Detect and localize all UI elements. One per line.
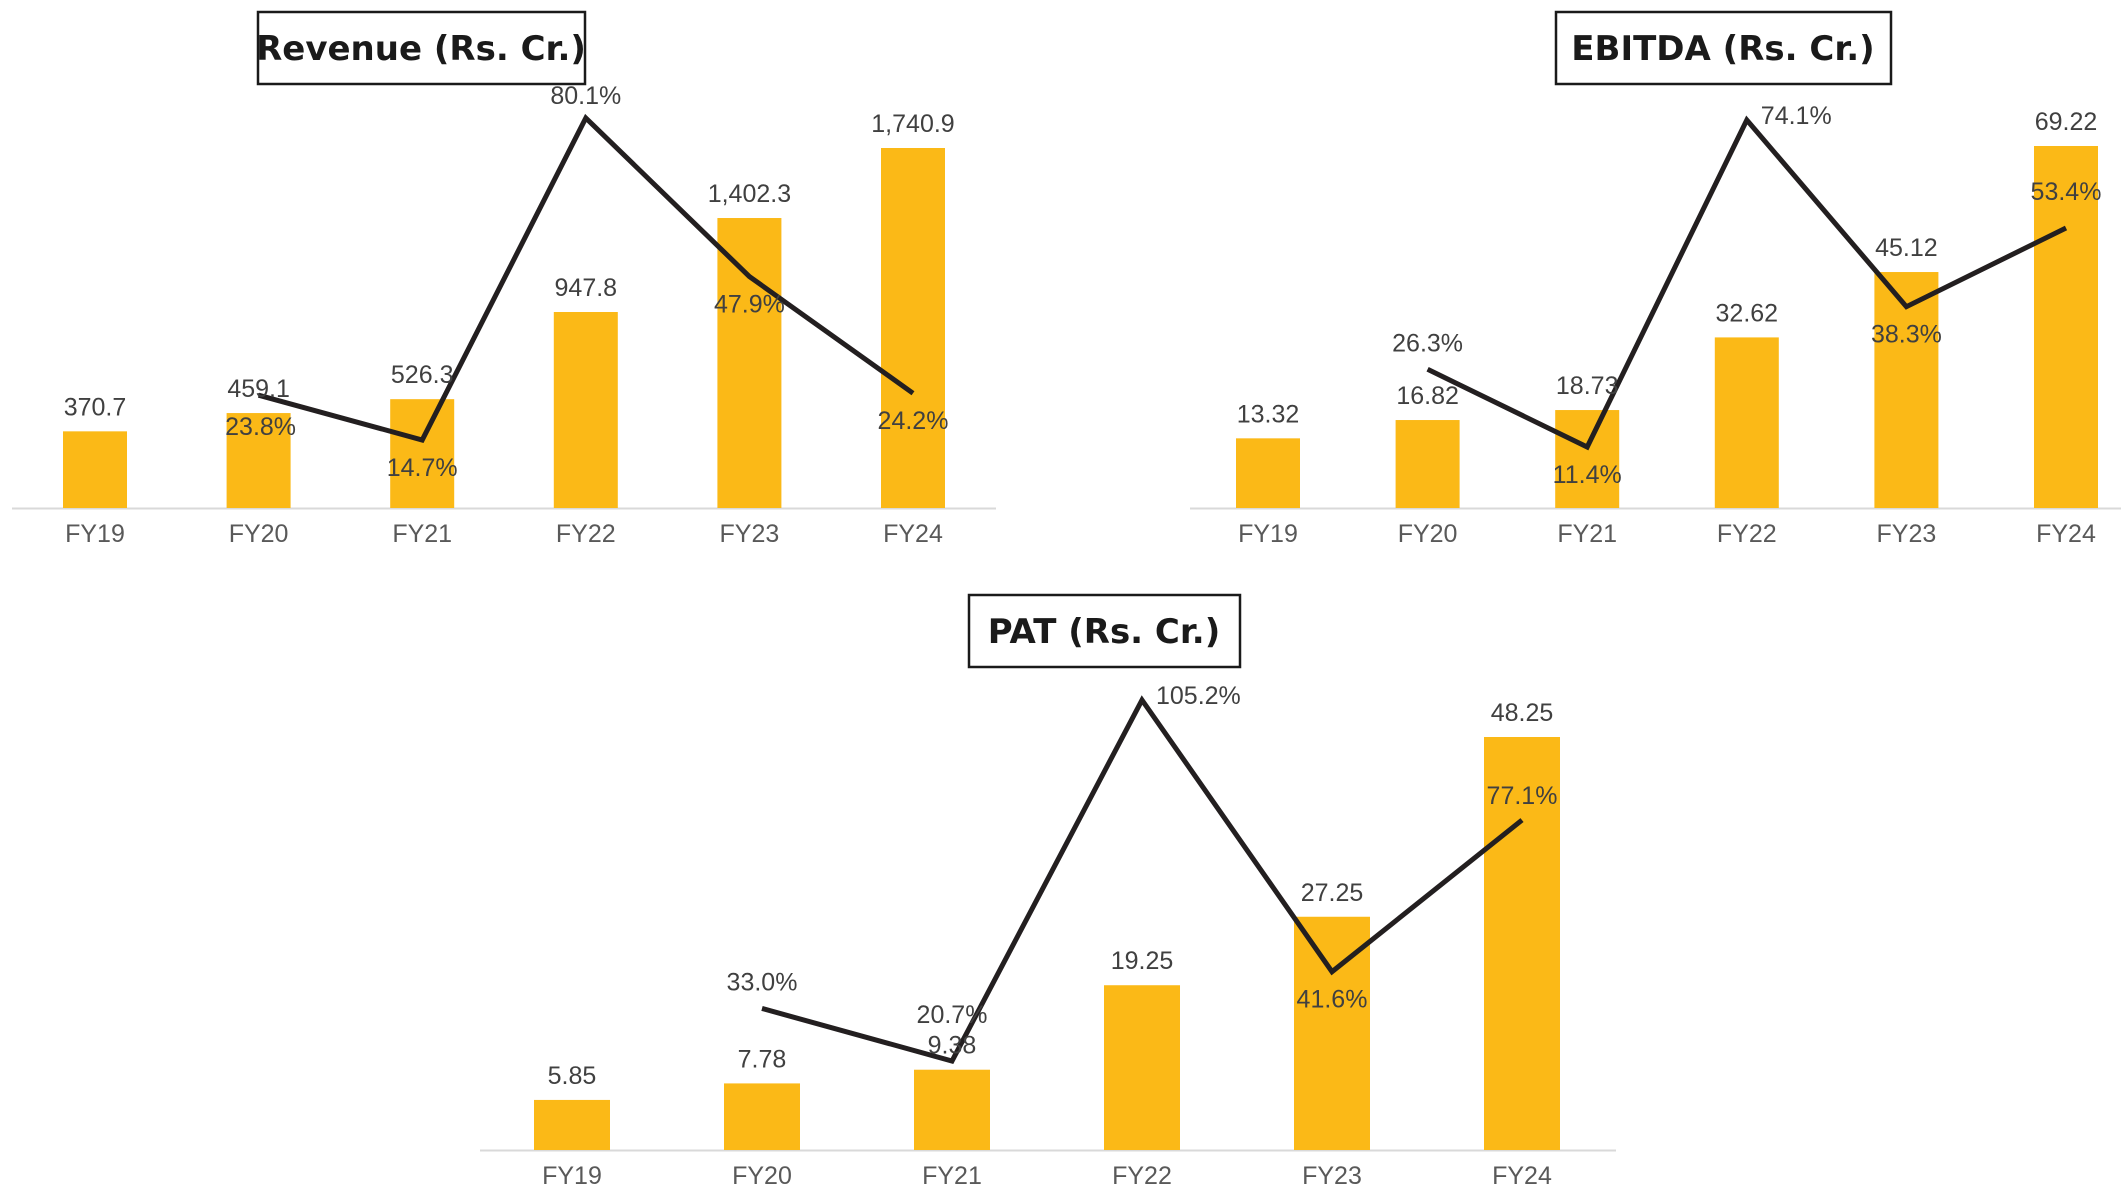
bar-value-label: 7.78 xyxy=(738,1045,787,1073)
bar-fy22 xyxy=(553,312,618,508)
growth-value-label: 11.4% xyxy=(1553,461,1622,489)
revenue-chart: Revenue (Rs. Cr.) 370.7 459.1 526.3 947.8 1,… xyxy=(12,10,996,548)
x-tick-label: FY19 xyxy=(1238,520,1298,548)
growth-value-label: 23.8% xyxy=(225,413,296,441)
growth-value-label: 41.6% xyxy=(1297,986,1368,1014)
x-tick-label: FY19 xyxy=(65,520,125,548)
x-tick-label: FY23 xyxy=(1302,1162,1362,1190)
x-tick-label: FY23 xyxy=(1877,520,1937,548)
bar-fy19 xyxy=(63,431,127,508)
growth-value-label: 80.1% xyxy=(550,82,621,110)
revenue-plot: 370.7 459.1 526.3 947.8 1,402.3 1,740.9 23.8% 1… xyxy=(12,82,996,548)
bar-value-label: 16.82 xyxy=(1396,382,1459,410)
bar-value-label: 5.85 xyxy=(548,1062,597,1090)
x-tick-label: FY21 xyxy=(922,1162,982,1190)
bar-value-label: 27.25 xyxy=(1301,879,1364,907)
revenue-title-box xyxy=(256,10,587,86)
bar-value-label: 69.22 xyxy=(2035,108,2098,136)
bar-fy20 xyxy=(226,413,291,508)
bar-fy24 xyxy=(881,148,945,508)
x-tick-label: FY20 xyxy=(732,1162,792,1190)
bar-value-label: 13.32 xyxy=(1237,400,1300,428)
bar-value-label: 32.62 xyxy=(1716,299,1779,327)
growth-value-label: 24.2% xyxy=(878,407,949,435)
pat-plot: 5.85 7.78 9.38 19.25 27.25 48.25 33.0% 20.7% 105… xyxy=(480,682,1616,1190)
pat-title-box xyxy=(967,593,1242,669)
bar-value-label: 19.25 xyxy=(1111,947,1174,975)
growth-value-label: 26.3% xyxy=(1392,329,1463,357)
x-tick-label: FY22 xyxy=(1717,520,1777,548)
bar-value-label: 18.73 xyxy=(1556,372,1619,400)
bar-fy21 xyxy=(390,399,455,508)
x-tick-label: FY22 xyxy=(1112,1162,1172,1190)
ebitda-chart: EBITDA (Rs. Cr.) 13.32 16.82 18.73 32.62 45.… xyxy=(1190,10,2121,548)
x-tick-label: FY21 xyxy=(392,520,452,548)
bar-fy24 xyxy=(1484,737,1560,1150)
bar-fy20 xyxy=(724,1083,800,1150)
bar-fy22 xyxy=(1104,985,1180,1150)
growth-line xyxy=(257,113,915,443)
bar-fy23 xyxy=(1874,272,1939,508)
growth-value-label: 33.0% xyxy=(727,968,798,996)
growth-value-label: 105.2% xyxy=(1156,682,1241,710)
growth-value-label: 77.1% xyxy=(1487,782,1558,810)
x-tick-label: FY24 xyxy=(1492,1162,1552,1190)
bar-fy19 xyxy=(534,1099,610,1150)
bar-value-label: 370.7 xyxy=(64,393,127,421)
bar-value-label: 947.8 xyxy=(555,274,618,302)
x-tick-label: FY22 xyxy=(556,520,616,548)
bar-value-label: 45.12 xyxy=(1875,234,1938,262)
x-tick-label: FY19 xyxy=(542,1162,602,1190)
bar-value-label: 1,740.9 xyxy=(871,110,954,138)
growth-value-label: 38.3% xyxy=(1871,321,1942,349)
growth-value-label: 47.9% xyxy=(714,291,785,319)
x-tick-label: FY24 xyxy=(2036,520,2096,548)
x-tick-label: FY24 xyxy=(883,520,943,548)
ebitda-title: EBITDA (Rs. Cr.) xyxy=(1571,29,1874,69)
bar-fy20 xyxy=(1395,420,1460,508)
pat-chart: PAT (Rs. Cr.) 5.85 7.78 9.38 19.25 27.25 48.2… xyxy=(480,593,1616,1190)
bar-value-label: 1,402.3 xyxy=(708,180,791,208)
growth-line xyxy=(761,695,1524,1064)
bar-fy19 xyxy=(1236,438,1300,508)
x-tick-label: FY20 xyxy=(1398,520,1458,548)
x-tick-label: FY23 xyxy=(720,520,780,548)
bar-fy21 xyxy=(914,1069,990,1150)
ebitda-title-box xyxy=(1554,10,1893,86)
growth-line xyxy=(1426,115,2068,451)
growth-value-label: 14.7% xyxy=(387,454,458,482)
revenue-title: Revenue (Rs. Cr.) xyxy=(256,29,586,69)
growth-value-label: 20.7% xyxy=(917,1001,988,1029)
x-tick-label: FY21 xyxy=(1557,520,1617,548)
ebitda-plot: 13.32 16.82 18.73 32.62 45.12 69.22 26.3% 11.4%… xyxy=(1190,102,2121,548)
growth-value-label: 74.1% xyxy=(1761,102,1832,130)
x-tick-label: FY20 xyxy=(229,520,289,548)
bar-fy21 xyxy=(1555,410,1620,508)
bar-fy23 xyxy=(1294,916,1370,1150)
growth-value-label: 53.4% xyxy=(2031,178,2102,206)
bar-value-label: 526.3 xyxy=(391,361,454,389)
bar-value-label: 48.25 xyxy=(1491,699,1554,727)
pat-title: PAT (Rs. Cr.) xyxy=(988,612,1221,652)
bar-fy22 xyxy=(1714,337,1779,508)
bar-fy23 xyxy=(717,218,782,508)
bar-value-label: 459.1 xyxy=(227,375,290,403)
bar-fy24 xyxy=(2034,146,2098,508)
bar-value-label: 9.38 xyxy=(928,1032,977,1060)
